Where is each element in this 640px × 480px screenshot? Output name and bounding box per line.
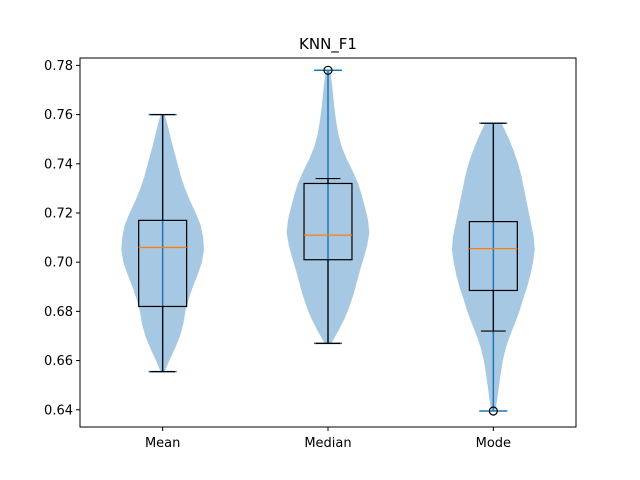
outlier-point-median-0	[323, 65, 333, 75]
plot-area	[121, 65, 535, 416]
y-tick-label-5: 0.74	[44, 157, 73, 172]
box-median	[303, 182, 353, 261]
y-tick-label-2: 0.68	[44, 305, 73, 320]
outlier-point-mode-0	[488, 406, 498, 416]
violin-group-mode	[452, 122, 535, 416]
y-tick-label-6: 0.76	[44, 108, 73, 123]
y-tick-label-0: 0.64	[44, 403, 73, 418]
y-tick-label-3: 0.70	[44, 256, 73, 271]
axes: 0.64 0.66 0.68 0.70 0.72 0.74 0.76 0.78 Mean Medi…	[44, 59, 511, 451]
violin-group-median	[286, 65, 370, 345]
box-mode	[468, 220, 518, 292]
y-tick-label-7: 0.78	[44, 59, 73, 74]
x-tick-label-median: Median	[304, 436, 351, 451]
box-mean	[138, 219, 188, 308]
x-tick-label-mode: Mode	[476, 436, 511, 451]
violin-group-mean	[121, 113, 204, 373]
y-tick-label-1: 0.66	[44, 354, 73, 369]
chart-title: KNN_F1	[299, 35, 357, 54]
x-tick-label-mean: Mean	[145, 436, 180, 451]
y-tick-label-4: 0.72	[44, 206, 73, 221]
